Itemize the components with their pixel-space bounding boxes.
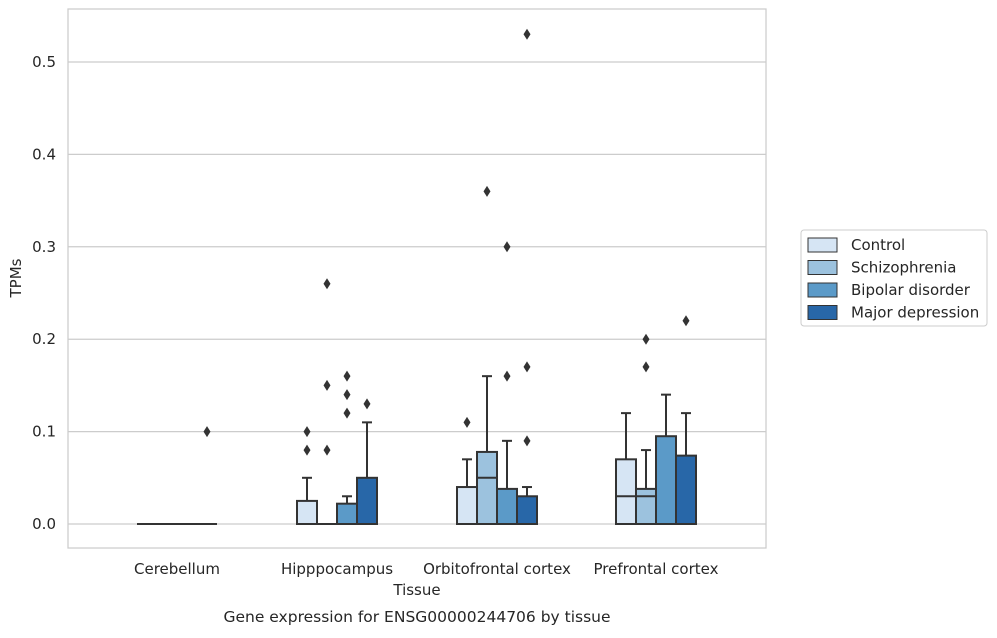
y-tick-label: 0.1 xyxy=(32,423,56,441)
box-body xyxy=(356,476,378,525)
outlier-point xyxy=(323,379,331,391)
legend-swatch xyxy=(807,260,838,275)
box xyxy=(635,333,657,525)
legend-label: Control xyxy=(851,236,905,254)
x-tick-label: Prefrontal cortex xyxy=(594,560,719,578)
plot-background xyxy=(68,9,766,548)
outlier-point xyxy=(483,185,491,197)
box-body xyxy=(615,458,637,526)
legend-label: Schizophrenia xyxy=(851,259,956,277)
legend-items: Control Schizophrenia Bipolar disorder Majo… xyxy=(807,236,979,322)
x-tick-label: Hipppocampus xyxy=(281,560,393,578)
outlier-point xyxy=(463,416,471,428)
box-body xyxy=(296,499,318,525)
box-series xyxy=(137,28,697,526)
box-body xyxy=(635,487,657,525)
y-tick-label: 0.2 xyxy=(32,330,56,348)
y-tick-label: 0.3 xyxy=(32,238,56,256)
y-tick-labels: 0.0 0.1 0.2 0.3 0.4 0.5 xyxy=(32,53,56,533)
y-tick-label: 0.4 xyxy=(32,145,56,163)
outlier-point xyxy=(343,389,351,401)
outlier-point xyxy=(642,333,650,345)
y-tick-label: 0.0 xyxy=(32,515,56,533)
outlier-point xyxy=(523,435,531,447)
legend-frame xyxy=(800,229,988,327)
box xyxy=(675,315,697,525)
box-body xyxy=(336,502,358,525)
outlier-point xyxy=(682,315,690,327)
outlier-point xyxy=(523,28,531,40)
box xyxy=(476,185,498,526)
outlier-point xyxy=(523,361,531,373)
legend-item: Major depression xyxy=(807,304,979,322)
outlier-point xyxy=(203,426,211,438)
outlier-point xyxy=(303,444,311,456)
x-tick-label: Orbitofrontal cortex xyxy=(423,560,571,578)
outlier-point xyxy=(343,407,351,419)
series-major-depression xyxy=(197,28,697,525)
box xyxy=(336,370,358,525)
box xyxy=(516,28,538,525)
plot-frame xyxy=(67,8,767,549)
legend-swatch xyxy=(807,305,838,320)
outlier-point xyxy=(323,278,331,290)
legend-swatch xyxy=(807,237,838,253)
box-body xyxy=(476,450,498,526)
box xyxy=(296,426,318,525)
legend-label: Major depression xyxy=(851,304,979,322)
box-body xyxy=(496,487,518,525)
legend-item: Schizophrenia xyxy=(807,259,956,277)
outlier-point xyxy=(343,370,351,382)
box-body xyxy=(516,495,538,525)
box xyxy=(317,278,337,525)
legend-swatch xyxy=(807,282,838,298)
y-axis-label: TPMs xyxy=(7,258,25,298)
outlier-point xyxy=(323,444,331,456)
box xyxy=(197,426,217,525)
outlier-point xyxy=(503,241,511,253)
legend-label: Bipolar disorder xyxy=(851,281,971,299)
x-axis-label: Tissue xyxy=(392,581,440,599)
outlier-point xyxy=(303,426,311,438)
y-tick-label: 0.5 xyxy=(32,53,56,71)
outlier-point xyxy=(503,370,511,382)
series-schizophrenia xyxy=(157,185,657,526)
legend-item: Bipolar disorder xyxy=(807,281,971,299)
box-body xyxy=(456,486,478,526)
box-body xyxy=(655,435,677,525)
legend-item: Control xyxy=(807,236,905,254)
x-tick-labels: Cerebellum Hipppocampus Orbitofrontal cort… xyxy=(134,560,719,578)
outlier-point xyxy=(642,361,650,373)
series-control xyxy=(137,412,637,526)
x-tick-label: Cerebellum xyxy=(134,560,220,578)
box xyxy=(356,398,378,525)
outlier-point xyxy=(363,398,371,410)
box-body xyxy=(675,454,697,525)
legend: Control Schizophrenia Bipolar disorder Majo… xyxy=(800,229,988,327)
figure-caption: Gene expression for ENSG00000244706 by t… xyxy=(223,608,610,626)
